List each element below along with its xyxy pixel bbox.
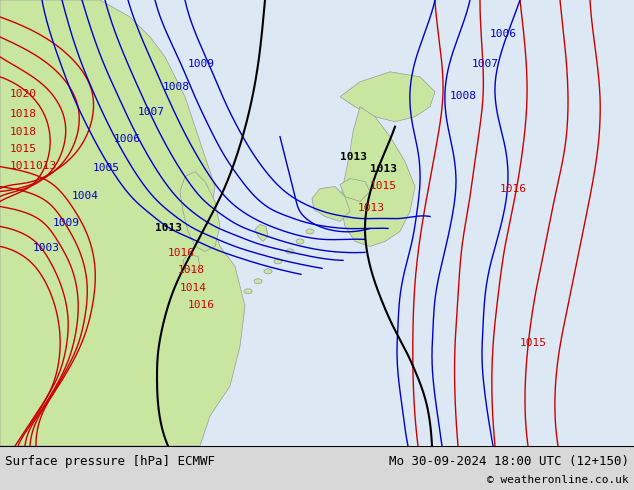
Text: 1018: 1018 <box>178 265 205 275</box>
Text: 1016: 1016 <box>168 248 195 258</box>
Text: 1015: 1015 <box>10 144 37 154</box>
Text: 1020: 1020 <box>10 89 37 99</box>
Ellipse shape <box>264 269 272 274</box>
Polygon shape <box>255 224 268 242</box>
Text: 1013: 1013 <box>370 164 397 173</box>
Polygon shape <box>340 178 370 201</box>
Text: 1008: 1008 <box>163 82 190 92</box>
Text: 1005: 1005 <box>93 163 120 172</box>
Text: 1011013: 1011013 <box>10 161 57 171</box>
Text: 1016: 1016 <box>188 300 215 310</box>
Polygon shape <box>183 254 200 271</box>
Text: 1007: 1007 <box>472 59 499 69</box>
Text: 1013: 1013 <box>358 203 385 214</box>
Text: 1015: 1015 <box>370 180 397 191</box>
Text: 1013: 1013 <box>155 223 182 233</box>
Text: 1014: 1014 <box>180 283 207 294</box>
Ellipse shape <box>244 289 252 294</box>
Text: 1008: 1008 <box>450 91 477 101</box>
Text: 1006: 1006 <box>490 29 517 39</box>
Text: 1009: 1009 <box>53 219 80 228</box>
Ellipse shape <box>296 239 304 244</box>
Text: 1003: 1003 <box>33 244 60 253</box>
Text: 1015: 1015 <box>520 338 547 348</box>
Polygon shape <box>0 0 245 446</box>
Polygon shape <box>180 172 220 251</box>
Ellipse shape <box>286 249 294 254</box>
Text: © weatheronline.co.uk: © weatheronline.co.uk <box>488 475 629 485</box>
Ellipse shape <box>274 259 282 264</box>
Text: 1016: 1016 <box>500 184 527 194</box>
Text: 1018: 1018 <box>10 109 37 119</box>
Text: 1013: 1013 <box>340 151 367 162</box>
Text: 1007: 1007 <box>138 107 165 117</box>
Text: 1004: 1004 <box>72 191 99 200</box>
Text: 1006: 1006 <box>114 134 141 144</box>
Text: 1018: 1018 <box>10 127 37 137</box>
Text: Mo 30-09-2024 18:00 UTC (12+150): Mo 30-09-2024 18:00 UTC (12+150) <box>389 455 629 468</box>
Text: Surface pressure [hPa] ECMWF: Surface pressure [hPa] ECMWF <box>5 455 215 468</box>
Text: 1009: 1009 <box>188 59 215 69</box>
Polygon shape <box>340 107 415 246</box>
Ellipse shape <box>254 279 262 284</box>
Ellipse shape <box>306 229 314 234</box>
Polygon shape <box>312 187 350 221</box>
Polygon shape <box>340 72 435 122</box>
